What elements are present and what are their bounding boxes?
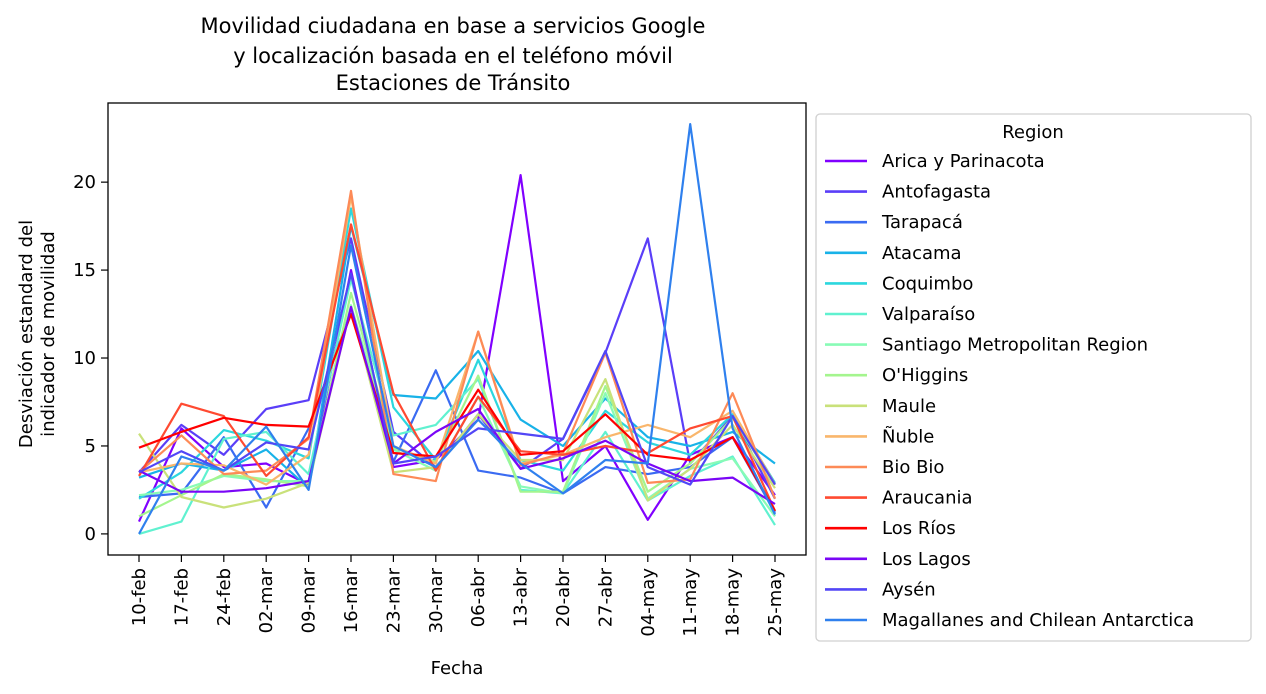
legend: Region Arica y Parinacota Antofagasta Tara…: [815, 113, 1252, 642]
legend-label-11: Araucania: [882, 488, 973, 509]
y-tick-label-2: 10: [73, 348, 96, 369]
legend-title: Region: [1002, 122, 1064, 143]
legend-label-13: Los Lagos: [882, 549, 971, 570]
series-line-10: [138, 189, 777, 500]
x-tick-label-4: 09-mar: [299, 567, 320, 633]
series-line-3: [138, 225, 776, 490]
y-tick-label-1: 5: [85, 436, 96, 457]
legend-label-15: Magallanes and Chilean Antarctica: [882, 610, 1194, 631]
y-axis-label-line-2: indicador de movilidad: [38, 231, 59, 437]
chart-title: Movilidad ciudadana en base a servicios …: [201, 14, 706, 95]
x-tick-label-1: 17-feb: [171, 568, 192, 626]
series-line-5: [138, 277, 776, 535]
legend-label-2: Tarapacá: [881, 212, 963, 233]
x-tick-label-14: 18-may: [723, 568, 744, 637]
y-tick-label-0: 0: [85, 524, 96, 545]
series-lines: [137, 122, 777, 535]
legend-frame: [815, 113, 1252, 642]
y-axis: 0 5 10 15 20: [73, 172, 108, 545]
legend-label-1: Antofagasta: [882, 182, 991, 203]
legend-label-12: Los Ríos: [882, 518, 956, 539]
x-axis: 10-feb 17-feb 24-feb 02-mar 09-mar 16-mar 23-m…: [129, 555, 786, 637]
x-axis-label: Fecha: [431, 658, 484, 679]
legend-label-9: Ñuble: [882, 425, 934, 447]
x-tick-label-8: 06-abr: [468, 567, 489, 627]
x-tick-label-7: 30-mar: [426, 567, 447, 633]
legend-label-6: Santiago Metropolitan Region: [882, 335, 1148, 356]
y-axis-label-line-1: Desviación estandard del: [16, 220, 37, 448]
series-line-7: [138, 291, 776, 518]
y-axis-label: Desviación estandard del indicador de mo…: [16, 220, 59, 448]
plot-frame: [107, 102, 807, 556]
y-tick-label-4: 20: [73, 172, 96, 193]
chart-title-line-2: y localización basada en el teléfono móv…: [233, 44, 673, 68]
series-line-12: [138, 313, 776, 512]
chart-title-line-1: Movilidad ciudadana en base a servicios …: [201, 14, 706, 38]
series-line-15: [138, 122, 776, 535]
y-tick-label-3: 15: [73, 260, 96, 281]
legend-items: Arica y Parinacota Antofagasta Tarapacá Ata…: [825, 151, 1194, 631]
legend-label-8: Maule: [882, 396, 936, 417]
legend-label-3: Atacama: [882, 243, 962, 264]
series-line-8: [138, 305, 776, 509]
x-tick-label-10: 20-abr: [553, 567, 574, 627]
x-tick-label-2: 24-feb: [214, 568, 235, 626]
x-tick-label-3: 02-mar: [256, 567, 277, 633]
series-line-9: [138, 195, 776, 486]
x-tick-label-6: 23-mar: [383, 567, 404, 633]
series-line-13: [138, 305, 776, 505]
legend-label-14: Aysén: [882, 579, 936, 600]
chart-title-line-3: Estaciones de Tránsito: [336, 71, 571, 95]
x-tick-label-13: 11-may: [680, 568, 701, 637]
x-tick-label-11: 27-abr: [595, 567, 616, 627]
x-tick-label-9: 13-abr: [511, 567, 532, 627]
x-tick-label-0: 10-feb: [129, 568, 150, 626]
x-tick-label-15: 25-may: [765, 568, 786, 637]
legend-label-7: O'Higgins: [882, 365, 968, 386]
x-tick-label-5: 16-mar: [341, 567, 362, 633]
legend-label-10: Bio Bio: [882, 457, 944, 478]
legend-label-5: Valparaíso: [882, 304, 975, 325]
series-line-11: [138, 223, 777, 512]
legend-label-4: Coquimbo: [882, 273, 973, 294]
legend-label-0: Arica y Parinacota: [882, 151, 1045, 172]
x-tick-label-12: 04-may: [638, 568, 659, 637]
